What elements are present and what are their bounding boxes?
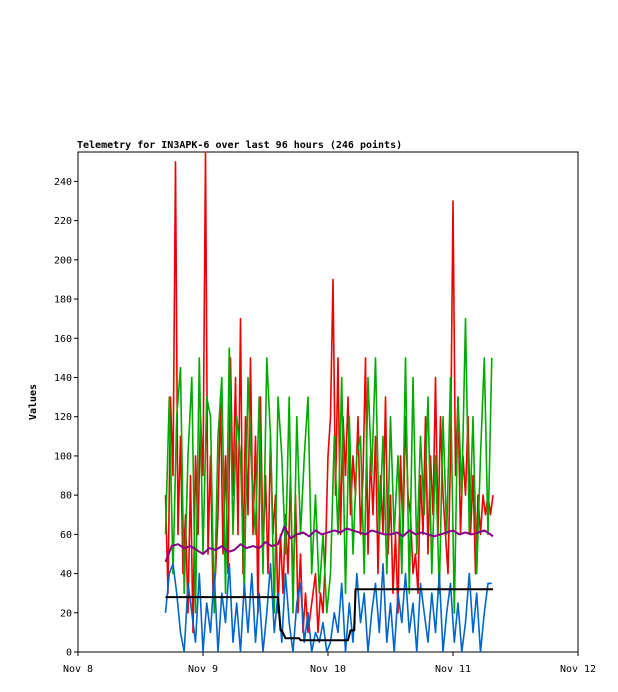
x-tick-label: Nov 10	[310, 664, 346, 675]
series-line-red	[164, 151, 494, 634]
y-tick-label: 20	[60, 608, 72, 619]
series-layer	[164, 151, 494, 652]
y-tick-label: 40	[60, 569, 72, 580]
series-line-black	[165, 588, 493, 642]
x-tick-label: Nov 12	[560, 664, 596, 675]
y-tick-label: 240	[54, 177, 72, 188]
y-tick-label: 60	[60, 530, 72, 541]
plot-frame	[77, 151, 579, 653]
series-line-blue	[164, 562, 492, 652]
y-tick-label: 220	[54, 216, 72, 227]
series-line-green	[164, 317, 493, 614]
y-tick-label: 100	[54, 451, 72, 462]
y-tick-label: 140	[54, 373, 72, 384]
x-tick-label: Nov 9	[188, 664, 218, 675]
y-tick-label: 200	[54, 255, 72, 266]
y-tick-label: 0	[66, 648, 72, 659]
x-tick-label: Nov 11	[435, 664, 471, 675]
y-tick-label: 160	[54, 334, 72, 345]
y-tick-label: 180	[54, 295, 72, 306]
x-tick-label: Nov 8	[63, 664, 93, 675]
y-tick-label: 120	[54, 412, 72, 423]
y-axis-label: Values	[28, 384, 39, 420]
y-tick-label: 80	[60, 491, 72, 502]
chart-title: Telemetry for IN3APK-6 over last 96 hour…	[77, 139, 402, 151]
series-line-purple	[164, 525, 494, 563]
axis-layer: 0 20 40 60 80 100 120 140 160 180 200 220 240 Nov 8 No…	[54, 177, 596, 675]
